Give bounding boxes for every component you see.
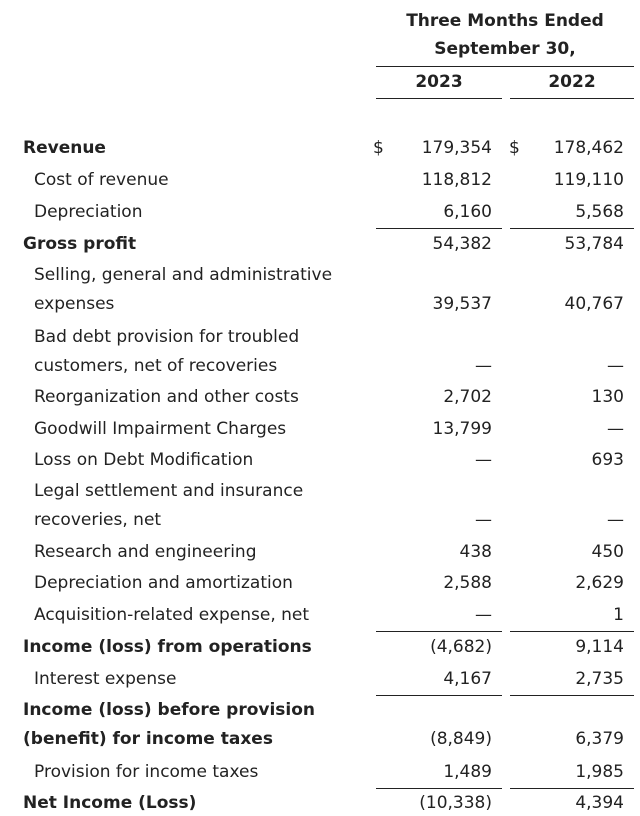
row-research-and-engineering-value-2023: 438 xyxy=(459,542,492,562)
subtotal-rule-2023 xyxy=(376,695,502,696)
line-item-label: Net Income (Loss) xyxy=(23,793,197,813)
row-goodwill-impairment-charges-value-2022: — xyxy=(607,419,624,439)
line-item-label: Revenue xyxy=(23,138,106,158)
year-header-2022: 2022 xyxy=(548,72,596,92)
row-loss-on-debt-modification-value-2023: — xyxy=(475,450,492,470)
row-depreciation-value-2022: 5,568 xyxy=(575,202,624,222)
row-acquisition-related-expense-net-value-2023: — xyxy=(475,605,492,625)
row-interest-expense-value-2022: 2,735 xyxy=(575,669,624,689)
row-income-loss-before-provision-benefit-for-income-taxes-value-2023: (8,849) xyxy=(430,729,492,749)
line-item-label: Goodwill Impairment Charges xyxy=(34,419,287,439)
row-net-income-loss-value-2023: (10,338) xyxy=(419,793,492,813)
line-item-label: Acquisition-related expense, net xyxy=(34,605,310,625)
line-item-label: Bad debt provision for troubled xyxy=(34,327,300,347)
subtotal-rule-2023 xyxy=(376,631,502,632)
row-revenue-value-2022: 178,462 xyxy=(553,138,624,158)
row-loss-on-debt-modification-value-2022: 693 xyxy=(591,450,624,470)
line-item-label: Interest expense xyxy=(34,669,177,689)
row-depreciation-and-amortization-value-2023: 2,588 xyxy=(443,573,492,593)
header-rule xyxy=(376,66,634,67)
line-item-label: expenses xyxy=(34,294,115,314)
currency-symbol-2023: $ xyxy=(373,138,384,158)
row-reorganization-and-other-costs-value-2022: 130 xyxy=(591,387,624,407)
line-item-label: Cost of revenue xyxy=(34,170,169,190)
year-header-2023: 2023 xyxy=(415,72,463,92)
line-item-label: customers, net of recoveries xyxy=(34,356,278,376)
line-item-label: Loss on Debt Modification xyxy=(34,450,254,470)
row-bad-debt-provision-for-troubled-customers-net-of-recoveries-value-2023: — xyxy=(475,356,492,376)
line-item-label: Gross profit xyxy=(23,234,137,254)
row-revenue-value-2023: 179,354 xyxy=(421,138,492,158)
line-item-label: Selling, general and administrative xyxy=(34,265,333,285)
line-item-label: recoveries, net xyxy=(34,510,162,530)
row-reorganization-and-other-costs-value-2023: 2,702 xyxy=(443,387,492,407)
line-item-label: Income (loss) before provision xyxy=(23,700,316,720)
row-gross-profit-value-2022: 53,784 xyxy=(564,234,624,254)
line-item-label: Legal settlement and insurance xyxy=(34,481,304,501)
row-selling-general-and-administrative-expenses-value-2023: 39,537 xyxy=(432,294,492,314)
line-item-label: Income (loss) from operations xyxy=(23,637,312,657)
line-item-label: Depreciation xyxy=(34,202,143,222)
row-legal-settlement-and-insurance-recoveries-net-value-2023: — xyxy=(475,510,492,530)
row-provision-for-income-taxes-value-2022: 1,985 xyxy=(575,762,624,782)
line-item-label: Research and engineering xyxy=(34,542,257,562)
currency-symbol-2022: $ xyxy=(509,138,520,158)
line-item-label: Depreciation and amortization xyxy=(34,573,293,593)
row-research-and-engineering-value-2022: 450 xyxy=(591,542,624,562)
subtotal-rule-2022 xyxy=(510,788,634,789)
line-item-label: Provision for income taxes xyxy=(34,762,259,782)
row-legal-settlement-and-insurance-recoveries-net-value-2022: — xyxy=(607,510,624,530)
row-provision-for-income-taxes-value-2023: 1,489 xyxy=(443,762,492,782)
row-income-loss-before-provision-benefit-for-income-taxes-value-2022: 6,379 xyxy=(575,729,624,749)
row-income-loss-from-operations-value-2022: 9,114 xyxy=(575,637,624,657)
year-rule-2023 xyxy=(376,98,502,99)
line-item-label: Reorganization and other costs xyxy=(34,387,299,407)
row-depreciation-and-amortization-value-2022: 2,629 xyxy=(575,573,624,593)
period-header-line2: September 30, xyxy=(434,39,576,59)
row-gross-profit-value-2023: 54,382 xyxy=(432,234,492,254)
row-acquisition-related-expense-net-value-2022: 1 xyxy=(613,605,624,625)
subtotal-rule-2022 xyxy=(510,695,634,696)
period-header-line1: Three Months Ended xyxy=(406,11,604,31)
row-interest-expense-value-2023: 4,167 xyxy=(443,669,492,689)
row-cost-of-revenue-value-2022: 119,110 xyxy=(553,170,624,190)
subtotal-rule-2022 xyxy=(510,631,634,632)
row-net-income-loss-value-2022: 4,394 xyxy=(575,793,624,813)
subtotal-rule-2022 xyxy=(510,228,634,229)
subtotal-rule-2023 xyxy=(376,788,502,789)
line-item-label: (benefit) for income taxes xyxy=(23,729,273,749)
row-income-loss-from-operations-value-2023: (4,682) xyxy=(430,637,492,657)
row-cost-of-revenue-value-2023: 118,812 xyxy=(421,170,492,190)
row-bad-debt-provision-for-troubled-customers-net-of-recoveries-value-2022: — xyxy=(607,356,624,376)
year-rule-2022 xyxy=(510,98,634,99)
row-selling-general-and-administrative-expenses-value-2022: 40,767 xyxy=(564,294,624,314)
row-depreciation-value-2023: 6,160 xyxy=(443,202,492,222)
row-goodwill-impairment-charges-value-2023: 13,799 xyxy=(432,419,492,439)
subtotal-rule-2023 xyxy=(376,228,502,229)
